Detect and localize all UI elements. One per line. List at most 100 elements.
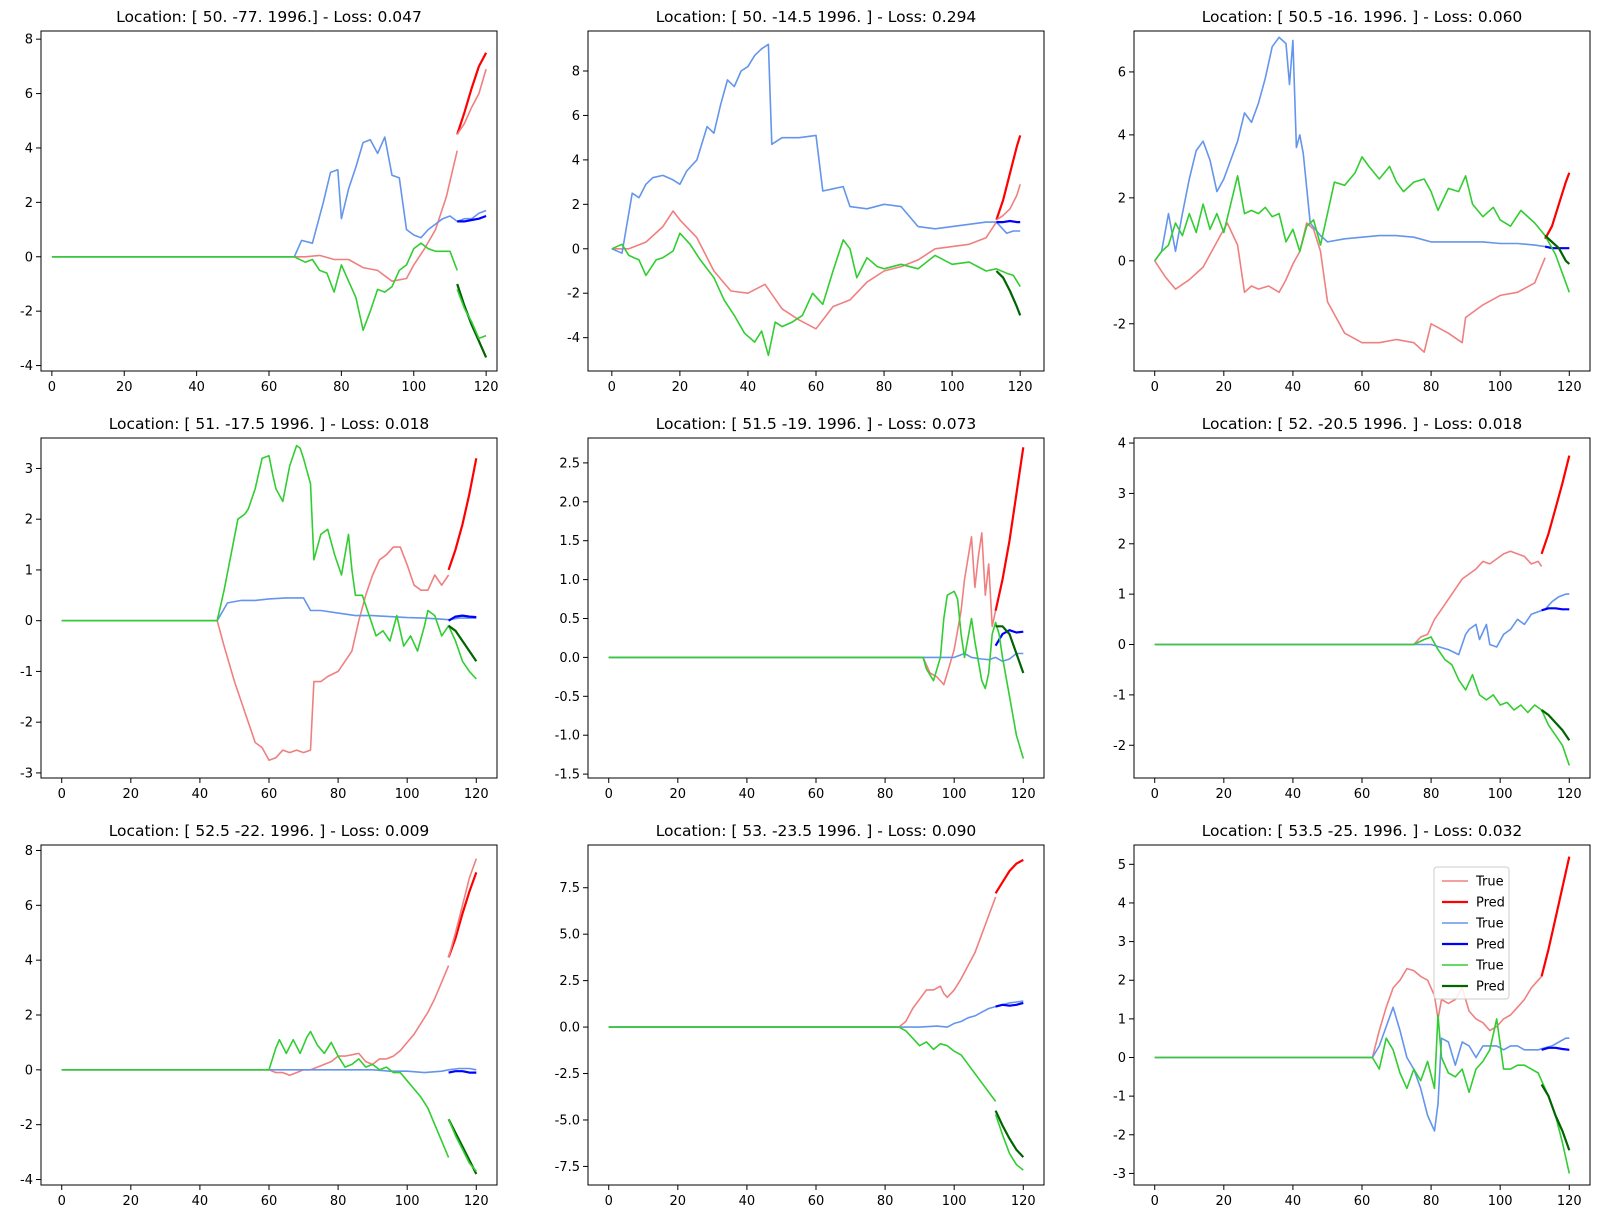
y-tick-label: 1	[25, 563, 33, 578]
y-tick-label: -2	[1113, 739, 1126, 754]
x-tick-label: 120	[474, 380, 499, 395]
series-line-true-b	[1154, 593, 1570, 656]
subplot-title: Location: [ 50.5 -16. 1996. ] - Loss: 0.…	[1202, 8, 1523, 26]
series-line-pred-g	[994, 1110, 1025, 1158]
x-tick-label: 100	[395, 787, 420, 802]
x-tick-label: 20	[672, 380, 689, 395]
series-line-pred-r	[994, 447, 1025, 611]
y-tick-label: -2	[1113, 1128, 1126, 1143]
series-line-pred-r	[447, 458, 478, 571]
y-tick-label: 4	[1118, 896, 1126, 911]
x-tick-label: 20	[1216, 1194, 1233, 1209]
legend-label: True	[1475, 959, 1504, 974]
y-tick-label: 4	[1118, 437, 1126, 452]
series-line-pred-b	[995, 1001, 1024, 1008]
y-tick-label: 4	[25, 954, 33, 969]
legend-label: Pred	[1476, 980, 1505, 995]
plot-frame	[587, 437, 1045, 779]
series-line-true-r	[1154, 967, 1543, 1059]
x-tick-label: 120	[1011, 787, 1036, 802]
subplot: Location: [ 50. -14.5 1996. ] - Loss: 0.…	[567, 8, 1045, 395]
subplot-title: Location: [ 53.5 -25. 1996. ] - Loss: 0.…	[1202, 822, 1523, 840]
y-tick-label: 4	[1118, 128, 1126, 143]
x-tick-label: 60	[808, 787, 825, 802]
y-tick-label: 1	[1118, 588, 1126, 603]
series-line-pred-b	[448, 1070, 477, 1074]
y-tick-label: -1	[1113, 1090, 1126, 1105]
series-line-true-g	[447, 1118, 477, 1172]
x-tick-label: 120	[464, 1194, 489, 1209]
y-tick-label: 3	[25, 462, 33, 477]
series-line-true-g	[608, 590, 1025, 759]
x-tick-label: 60	[1354, 380, 1371, 395]
series-line-true-r	[1154, 550, 1543, 646]
x-tick-label: 60	[808, 380, 825, 395]
x-tick-label: 120	[1557, 380, 1582, 395]
subplot: Location: [ 53. -23.5 1996. ] - Loss: 0.…	[555, 822, 1045, 1209]
y-tick-label: 2	[1118, 537, 1126, 552]
x-tick-label: 80	[330, 787, 347, 802]
y-tick-label: -5.0	[555, 1113, 580, 1128]
y-tick-label: -1	[20, 665, 33, 680]
y-tick-label: 6	[25, 899, 33, 914]
y-tick-label: 5	[1118, 858, 1126, 873]
y-tick-label: 2	[25, 1009, 33, 1024]
x-tick-label: 80	[1423, 380, 1440, 395]
x-tick-label: 100	[940, 380, 965, 395]
y-tick-label: 2	[25, 513, 33, 528]
x-tick-label: 20	[123, 787, 140, 802]
subplot: Location: [ 51. -17.5 1996. ] - Loss: 0.…	[20, 415, 498, 802]
y-tick-label: -2	[20, 1118, 33, 1133]
series-line-true-r	[61, 546, 450, 762]
x-tick-label: 40	[739, 787, 756, 802]
series-line-pred-b	[996, 219, 1021, 224]
series-line-true-b	[61, 597, 477, 622]
series-line-true-g	[51, 242, 458, 332]
series-line-true-b	[51, 136, 487, 258]
x-tick-label: 0	[58, 787, 66, 802]
series-line-pred-r	[1544, 172, 1571, 240]
plot-frame	[40, 30, 498, 372]
series-line-pred-g	[995, 270, 1022, 316]
x-tick-label: 120	[1011, 1194, 1036, 1209]
y-tick-label: 8	[572, 65, 580, 80]
x-tick-label: 80	[333, 380, 350, 395]
y-tick-label: 2.0	[559, 495, 580, 510]
series-line-true-r	[61, 965, 450, 1077]
series-line-true-r	[608, 532, 997, 686]
series-line-true-g	[61, 444, 477, 680]
y-tick-label: -2	[567, 287, 580, 302]
x-tick-label: 80	[877, 1194, 894, 1209]
x-tick-label: 40	[192, 1194, 209, 1209]
series-line-true-b	[1154, 36, 1570, 262]
x-tick-label: 100	[1488, 380, 1513, 395]
x-tick-label: 20	[670, 787, 687, 802]
x-tick-label: 80	[877, 787, 894, 802]
subplot-title: Location: [ 50. -77. 1996.] - Loss: 0.04…	[116, 8, 422, 26]
x-tick-label: 20	[1216, 380, 1233, 395]
legend-label: Pred	[1476, 938, 1505, 953]
series-line-pred-r	[1540, 856, 1571, 977]
x-tick-label: 100	[401, 380, 426, 395]
series-line-pred-r	[995, 135, 1022, 221]
y-tick-label: 8	[25, 844, 33, 859]
y-tick-label: 2	[25, 196, 33, 211]
series-line-pred-g	[995, 625, 1025, 674]
y-tick-label: 0	[572, 242, 580, 257]
y-tick-label: -4	[20, 359, 33, 374]
y-tick-label: 3	[1118, 487, 1126, 502]
series-line-true-b	[611, 43, 1021, 254]
legend-box	[1433, 866, 1510, 1000]
y-tick-label: -1.0	[555, 729, 580, 744]
x-tick-label: 100	[942, 787, 967, 802]
subplot: Location: [ 51.5 -19. 1996. ] - Loss: 0.…	[555, 415, 1045, 802]
x-tick-label: 80	[1423, 787, 1440, 802]
x-tick-label: 60	[1354, 1194, 1371, 1209]
x-tick-label: 0	[48, 380, 56, 395]
y-tick-label: -0.5	[555, 690, 580, 705]
y-tick-label: -4	[567, 331, 580, 346]
y-tick-label: 7.5	[559, 881, 580, 896]
series-line-true-r	[456, 68, 487, 135]
series-line-pred-r	[1540, 455, 1571, 555]
y-tick-label: 5.0	[559, 928, 580, 943]
